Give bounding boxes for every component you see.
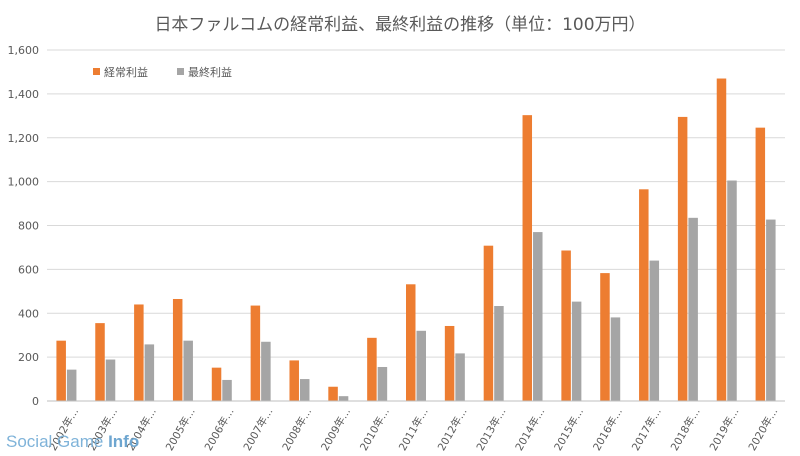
bar-ordinary-profit xyxy=(56,340,66,401)
y-tick-label: 1,000 xyxy=(8,176,40,189)
bar-ordinary-profit xyxy=(95,323,105,401)
bar-ordinary-profit xyxy=(250,305,261,401)
chart-title: 日本ファルコムの経常利益、最終利益の推移（単位：100万円） xyxy=(154,15,645,35)
bar-ordinary-profit xyxy=(600,273,610,401)
bar-net-profit xyxy=(105,359,116,401)
bar-net-profit xyxy=(533,232,543,401)
legend: 経常利益 最終利益 xyxy=(93,65,232,79)
bar-net-profit xyxy=(261,341,271,401)
x-tick-label: 2014年... xyxy=(512,406,547,453)
x-tick-label: 2012年... xyxy=(435,406,470,453)
bar-ordinary-profit xyxy=(522,115,533,402)
bar-net-profit xyxy=(377,366,388,401)
x-tick-label: 2010年... xyxy=(357,406,392,453)
x-tick-label: 2013年... xyxy=(474,406,509,453)
y-tick-label: 1,600 xyxy=(8,44,40,57)
bar-ordinary-profit xyxy=(172,298,183,401)
legend-swatch xyxy=(177,68,184,75)
bar-ordinary-profit xyxy=(367,337,377,401)
bar-ordinary-profit xyxy=(211,367,222,401)
y-tick-label: 800 xyxy=(18,220,39,233)
bar-net-profit xyxy=(455,353,465,401)
y-tick-label: 0 xyxy=(32,395,39,408)
bar-net-profit xyxy=(571,301,582,401)
bar-net-profit xyxy=(688,217,698,401)
bar-ordinary-profit xyxy=(406,284,416,401)
x-tick-label: 2009年... xyxy=(318,406,353,453)
bar-net-profit xyxy=(144,344,155,401)
bar-ordinary-profit xyxy=(755,127,766,401)
bar-net-profit xyxy=(338,396,349,401)
bar-net-profit xyxy=(649,260,660,401)
bar-net-profit xyxy=(766,219,776,401)
x-tick-label: 2008年... xyxy=(279,406,314,453)
bar-ordinary-profit xyxy=(561,250,571,401)
legend-swatch xyxy=(93,68,100,75)
bar-ordinary-profit xyxy=(134,304,144,401)
y-tick-label: 400 xyxy=(18,307,39,320)
bar-ordinary-profit xyxy=(639,189,649,401)
x-tick-label: 2006年... xyxy=(202,406,237,453)
x-tick-label: 2011年... xyxy=(396,406,431,453)
bar-ordinary-profit xyxy=(444,325,455,401)
bar-net-profit xyxy=(610,317,621,401)
x-tick-label: 2019年... xyxy=(707,406,742,453)
bar-net-profit xyxy=(727,180,737,401)
y-tick-label: 600 xyxy=(18,263,39,276)
bar-ordinary-profit xyxy=(716,78,727,402)
x-tick-label: 2020年... xyxy=(746,406,781,453)
x-tick-label: 2007年... xyxy=(241,406,276,453)
bar-ordinary-profit xyxy=(677,116,688,402)
bar-net-profit xyxy=(222,379,232,401)
bar-ordinary-profit xyxy=(289,360,299,401)
bar-net-profit xyxy=(183,340,193,401)
x-axis: 2002年... 2003年... 2004年... 2005年... 2006年...… xyxy=(46,400,785,453)
bar-ordinary-profit xyxy=(328,386,338,401)
legend-label: 経常利益 xyxy=(104,65,148,79)
grid-lines xyxy=(47,49,785,402)
bar-net-profit xyxy=(299,379,310,401)
bar-net-profit xyxy=(66,369,77,401)
bar-ordinary-profit xyxy=(483,245,494,401)
bars xyxy=(56,78,776,402)
legend-label: 最終利益 xyxy=(188,65,232,79)
bar-net-profit xyxy=(494,306,504,401)
y-axis: 0 200 400 600 800 1,000 1,200 1,400 1,600 xyxy=(8,44,40,408)
y-tick-label: 200 xyxy=(18,351,39,364)
bar-net-profit xyxy=(416,330,426,401)
y-tick-label: 1,400 xyxy=(8,88,40,101)
x-tick-label: 2017年... xyxy=(629,406,664,453)
y-tick-label: 1,200 xyxy=(8,132,40,145)
watermark-prefix: Social Game xyxy=(6,432,104,451)
x-tick-label: 2005年... xyxy=(163,406,198,453)
x-tick-label: 2018年... xyxy=(668,406,703,453)
x-tick-label: 2015年... xyxy=(551,406,586,453)
watermark-logo: Social Game Info xyxy=(6,432,139,452)
watermark-suffix: Info xyxy=(108,432,140,451)
x-tick-label: 2016年... xyxy=(590,406,625,453)
